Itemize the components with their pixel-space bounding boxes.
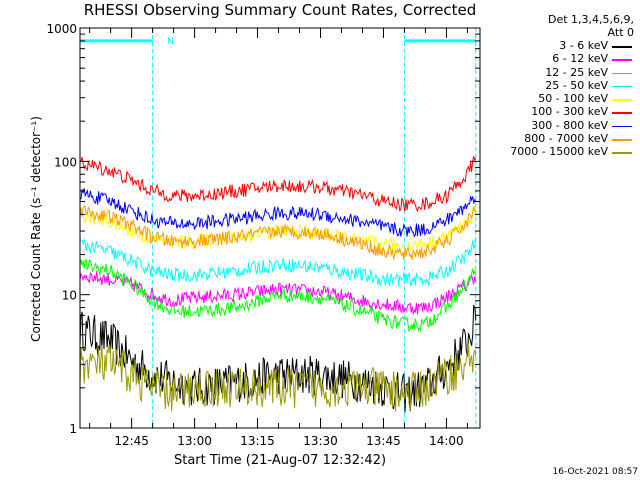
series-line-7 <box>79 204 477 260</box>
series-8 <box>79 343 477 412</box>
generation-timestamp: 16-Oct-2021 08:57 <box>552 467 638 477</box>
series-line-3 <box>79 236 477 287</box>
legend-label-5: 100 - 300 keV <box>531 105 608 119</box>
legend-header-2: Att 0 <box>607 26 634 39</box>
series-1 <box>79 271 477 315</box>
axes <box>79 27 481 429</box>
x-tick-label-4: 13:45 <box>366 434 401 448</box>
legend-entry-8: 7000 - 15000 keV <box>484 145 634 158</box>
legend-label-8: 7000 - 15000 keV <box>510 145 608 159</box>
legend-swatch-6 <box>612 125 632 128</box>
series-3 <box>79 236 477 287</box>
series-line-1 <box>79 271 477 315</box>
legend-entry-5: 100 - 300 keV <box>484 105 634 118</box>
x-tick-label-1: 13:00 <box>177 434 212 448</box>
legend-label-4: 50 - 100 keV <box>538 92 608 106</box>
legend-swatch-4 <box>612 99 632 101</box>
legend: Det 1,3,4,5,6,9, Att 0 3 - 6 keV 6 - 12 k… <box>484 13 634 159</box>
x-axis-label: Start Time (21-Aug-07 12:32:42) <box>173 453 387 468</box>
legend-label-3: 25 - 50 keV <box>545 78 608 92</box>
series-5 <box>79 156 477 213</box>
series-line-6 <box>79 188 477 238</box>
legend-label-1: 6 - 12 keV <box>552 52 608 66</box>
legend-entry-3: 25 - 50 keV <box>484 79 634 92</box>
legend-swatch-2 <box>612 72 632 75</box>
legend-entry-1: 6 - 12 keV <box>484 52 634 65</box>
legend-entry-0: 3 - 6 keV <box>484 39 634 52</box>
legend-label-6: 300 - 800 keV <box>531 118 608 132</box>
legend-label-2: 12 - 25 keV <box>545 65 608 79</box>
legend-swatch-7 <box>612 139 632 141</box>
x-tick-label-5: 14:00 <box>429 434 464 448</box>
legend-swatch-5 <box>612 112 632 114</box>
legend-entry-4: 50 - 100 keV <box>484 92 634 105</box>
legend-label-7: 800 - 7000 keV <box>524 132 608 146</box>
plot-frame <box>79 27 481 429</box>
annotation-0: N <box>167 37 174 47</box>
tick-labels: 1 10 100 1000 12:45 13:00 13:15 13:30 13:45 14:00 <box>46 22 463 448</box>
y-tick-label-3: 1000 <box>46 22 77 36</box>
legend-entry-7: 800 - 7000 keV <box>484 132 634 145</box>
series-6 <box>79 188 477 238</box>
series-line-5 <box>79 156 477 213</box>
x-tick-label-3: 13:30 <box>303 434 338 448</box>
series-line-8 <box>79 343 477 412</box>
legend-entry-6: 300 - 800 keV <box>484 119 634 132</box>
legend-swatch-8 <box>612 152 632 154</box>
legend-entries: 3 - 6 keV 6 - 12 keV 12 - 25 keV 25 - 50 ke… <box>484 39 634 159</box>
y-axis-label: Corrected Count Rate (s⁻¹ detector⁻¹) <box>29 116 43 342</box>
x-tick-label-0: 12:45 <box>114 434 149 448</box>
chart-title: RHESSI Observing Summary Count Rates, Co… <box>83 1 477 19</box>
x-tick-label-2: 13:15 <box>240 434 275 448</box>
y-tick-label-2: 100 <box>54 155 77 169</box>
legend-label-0: 3 - 6 keV <box>559 39 608 52</box>
legend-header-1: Det 1,3,4,5,6,9, <box>547 13 634 26</box>
legend-swatch-0 <box>612 46 632 48</box>
legend-entry-2: 12 - 25 keV <box>484 66 634 79</box>
legend-swatch-3 <box>612 85 632 88</box>
data-series <box>79 156 477 413</box>
series-7 <box>79 204 477 260</box>
legend-swatch-1 <box>612 59 632 61</box>
y-tick-label-0: 1 <box>69 422 77 436</box>
series-2 <box>79 258 477 333</box>
y-tick-label-1: 10 <box>62 289 77 303</box>
series-line-2 <box>79 258 477 333</box>
